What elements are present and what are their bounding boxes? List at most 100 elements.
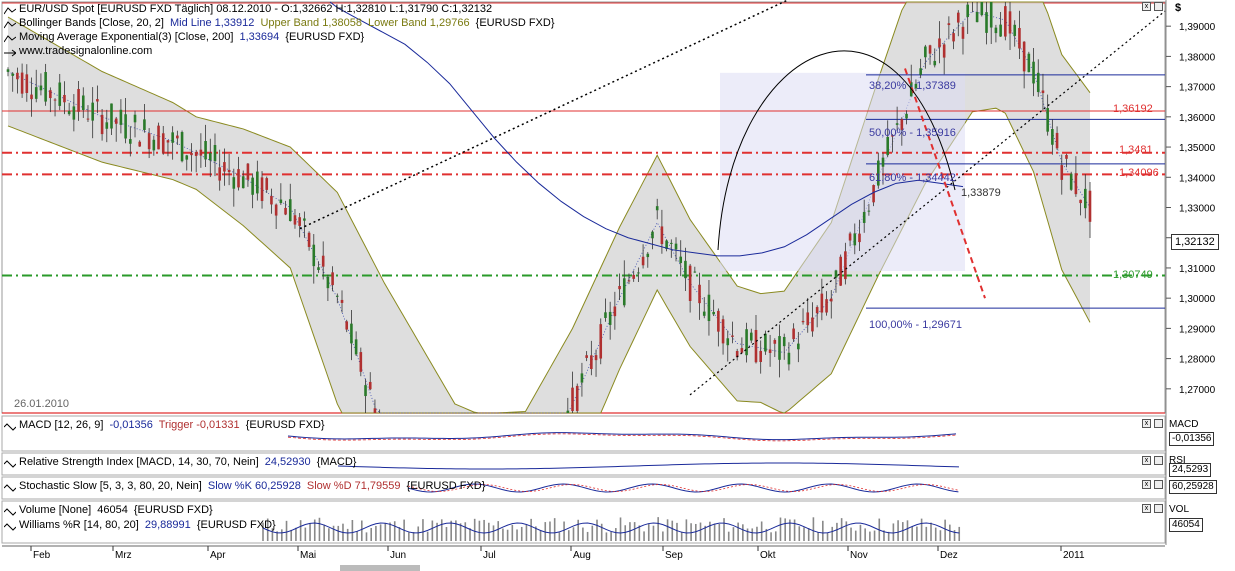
volume-bar [591, 525, 594, 541]
ema-legend: Moving Average Exponential(3) [Close, 20… [3, 30, 367, 44]
volume-bar [553, 518, 556, 541]
volume-bar [351, 520, 354, 541]
maximize-stoch-panel-icon[interactable] [1154, 480, 1163, 489]
volume-bar [751, 528, 754, 541]
macd-symbol: {EURUSD FXD} [245, 419, 325, 431]
volume-bar [746, 528, 749, 541]
volume-bar [483, 519, 485, 541]
candle-body [580, 373, 584, 383]
close-volume-panel-icon[interactable]: x [1142, 504, 1151, 513]
volume-bar [742, 524, 744, 541]
candle-body [274, 204, 278, 216]
trend-line-dotted [299, 0, 790, 230]
candle-body [627, 280, 631, 282]
candle-body [571, 387, 574, 412]
volume-bar [412, 532, 415, 541]
candle-body [858, 233, 861, 243]
close-rsi-panel-icon[interactable]: x [1142, 456, 1151, 465]
stoch-k: Slow %K 60,25928 [207, 480, 301, 492]
candle-body [759, 350, 762, 362]
volume-bar [629, 522, 631, 541]
annotation-value: 1,33879 [961, 187, 1001, 199]
volume-bar [949, 524, 951, 541]
volume-bar [624, 525, 627, 541]
bollinger-legend: Bollinger Bands [Close, 20, 2] Mid Line … [3, 16, 558, 30]
maximize-macd-panel-icon[interactable] [1154, 419, 1163, 428]
volume-bar [770, 532, 772, 541]
volume-bar [709, 521, 711, 541]
volume-bar [304, 527, 307, 541]
williams-label: Williams %R [14, 80, 20] [19, 519, 139, 531]
watermark-row: www.tradesignalonline.com [4, 44, 155, 58]
volume-bar [911, 526, 913, 541]
candle-body [1046, 108, 1049, 132]
volume-bar [934, 527, 937, 541]
candle-body [105, 122, 109, 129]
volume-bar [713, 523, 716, 541]
close-macd-panel-icon[interactable]: x [1142, 419, 1151, 428]
candle-body [331, 272, 334, 286]
candle-body [96, 99, 99, 102]
last-close-badge: 1,32132 [1171, 234, 1219, 250]
maximize-volume-panel-icon[interactable] [1154, 504, 1163, 513]
candle-body [985, 12, 988, 33]
candle-body [11, 73, 15, 76]
level-label-3481: 1,3481 [1119, 144, 1153, 156]
volume-bar [328, 528, 330, 541]
candle-body [773, 340, 777, 344]
maximize-rsi-panel-icon[interactable] [1154, 456, 1163, 465]
candle-body [749, 332, 753, 341]
candle-body [161, 133, 165, 153]
candle-body [288, 199, 292, 222]
candle-body [171, 132, 174, 143]
volume-bar [596, 519, 598, 541]
volume-bar [727, 531, 730, 541]
rsi-value: 24,52930 [264, 456, 311, 468]
candle-body [251, 177, 254, 195]
candle-body [952, 33, 955, 42]
candle-body [1013, 24, 1017, 36]
volume-bar [337, 525, 340, 541]
volume-bar [774, 531, 777, 541]
candle-body [717, 310, 720, 332]
volume-bar [732, 527, 735, 541]
candle-body [881, 157, 885, 167]
volume-bar [723, 518, 725, 541]
start-date-label: 26.01.2010 [14, 398, 70, 410]
volume-bar [666, 519, 669, 541]
candle-body [637, 272, 640, 274]
close-main-panel-icon[interactable]: x [1142, 2, 1151, 11]
volume-bar [398, 527, 401, 541]
candle-body [119, 109, 123, 125]
candle-body [241, 176, 245, 189]
volume-bar [379, 524, 382, 541]
candle-body [599, 324, 603, 359]
candle-body [632, 274, 635, 279]
volume-bar [299, 520, 302, 541]
volume-bar [582, 527, 584, 541]
maximize-main-panel-icon[interactable] [1154, 2, 1163, 11]
stoch-label: Stochastic Slow [5, 3, 3, 80, 20, Nein] [19, 480, 202, 492]
volume-bar [346, 528, 349, 541]
candle-body [782, 336, 786, 347]
williams-line [262, 522, 960, 534]
watermark-text: www.tradesignalonline.com [19, 45, 153, 57]
candle-body [199, 149, 203, 156]
volume-bar [850, 527, 852, 541]
volume-bar [887, 531, 890, 541]
candle-body [693, 271, 697, 273]
volume-bar [488, 522, 490, 541]
candle-body [1008, 11, 1012, 34]
candle-body [1065, 154, 1068, 159]
candle-body [754, 329, 758, 363]
volume-bar [789, 519, 791, 541]
candle-body [270, 195, 273, 205]
volume-bar [285, 520, 288, 541]
candle-body [1079, 199, 1082, 204]
candle-body [1051, 129, 1054, 145]
close-stoch-panel-icon[interactable]: x [1142, 480, 1151, 489]
candle-body [877, 160, 880, 186]
candle-body [63, 94, 66, 103]
volume-bar [859, 524, 862, 541]
y-tick-label: 1,37000 [1179, 83, 1216, 94]
